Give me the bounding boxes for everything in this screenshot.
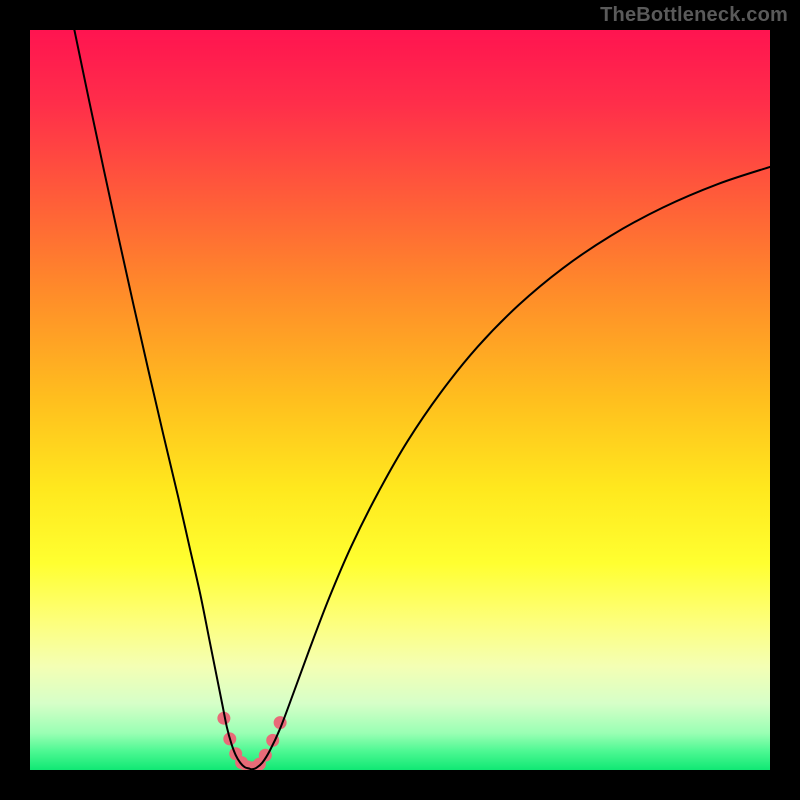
bottleneck-curve-chart (30, 30, 770, 770)
gradient-background (30, 30, 770, 770)
watermark-text: TheBottleneck.com (600, 4, 788, 27)
plot-area (30, 30, 770, 770)
chart-frame: TheBottleneck.com (0, 0, 800, 800)
